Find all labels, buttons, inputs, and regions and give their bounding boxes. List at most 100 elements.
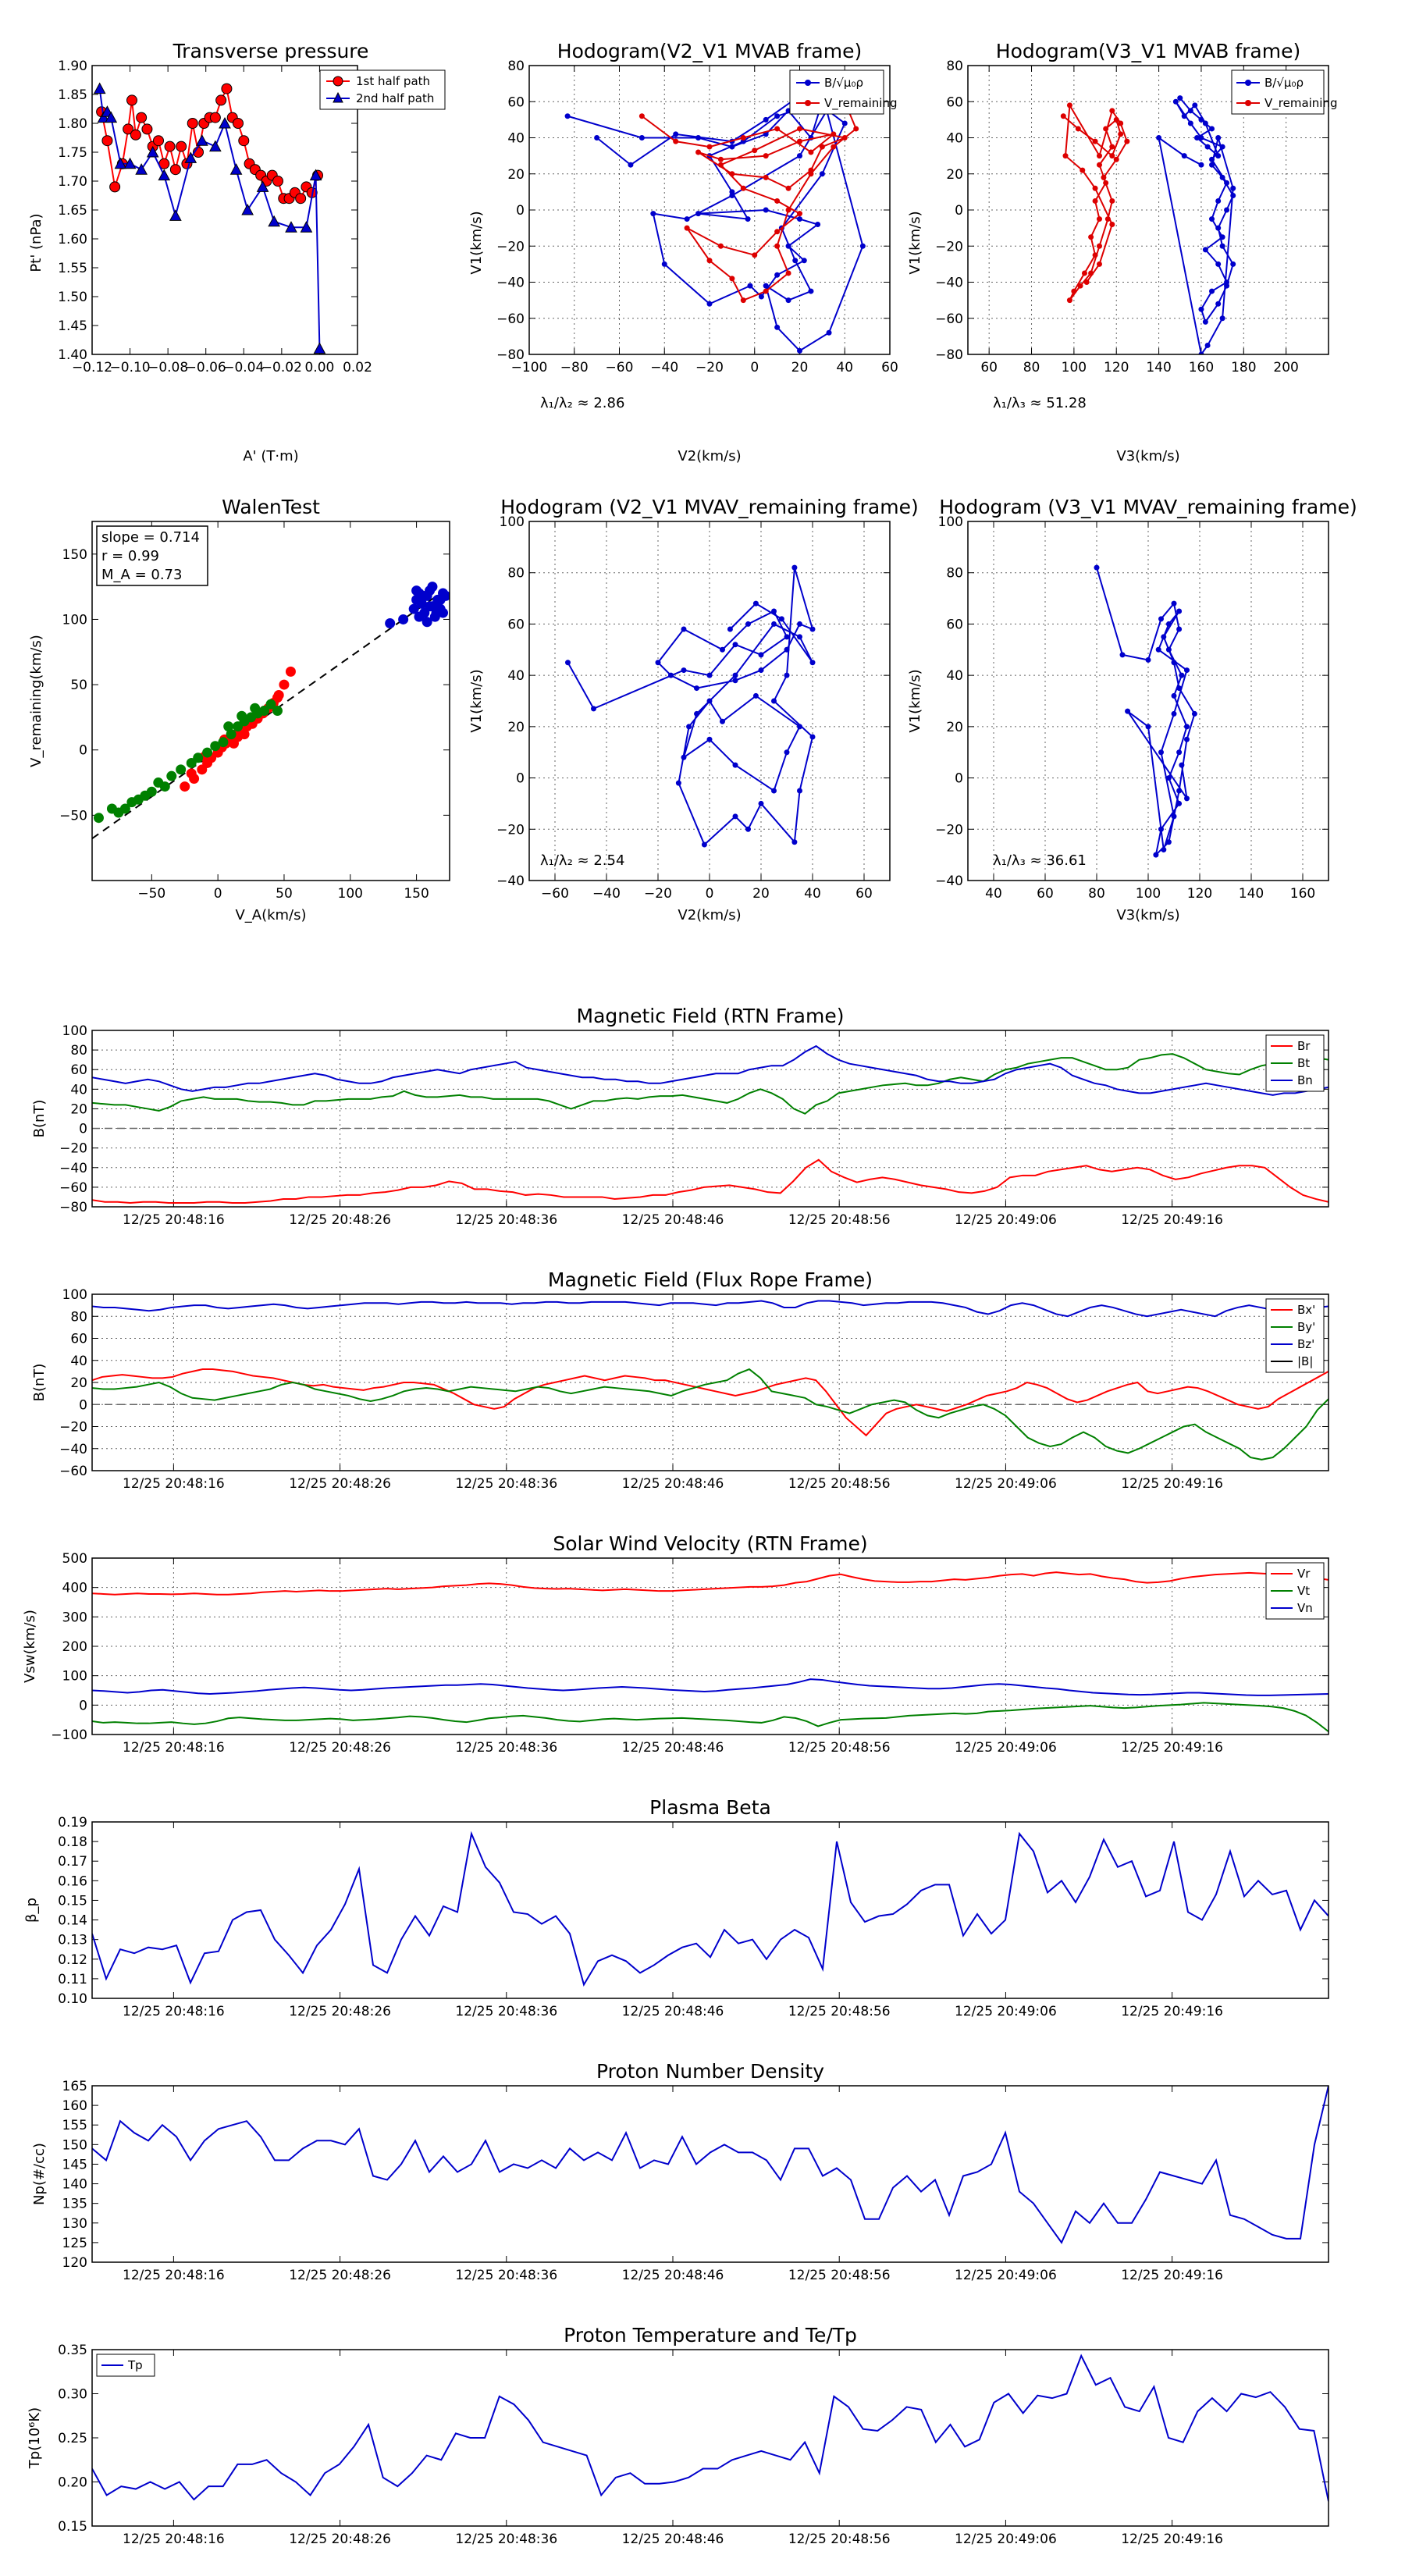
y-tick-label: 1.65: [58, 203, 87, 219]
data-point-blue: [385, 617, 396, 628]
y-axis-label: V1(km/s): [468, 211, 485, 274]
data-point-v: [758, 652, 764, 658]
y-tick-label: 40: [507, 131, 525, 147]
data-point-v-remaining: [763, 288, 769, 294]
y-tick-label: 20: [70, 1101, 87, 1117]
y-tick-label: 80: [946, 59, 963, 74]
data-point-v-remaining: [1077, 283, 1083, 289]
data-point-1st-half-path: [130, 129, 141, 141]
data-point-green: [193, 753, 204, 763]
legend-label-bz: Bz': [1297, 1337, 1314, 1351]
data-point-v-remaining: [1075, 126, 1081, 132]
y-tick-label: −40: [59, 1442, 87, 1457]
legend-label-vt: Vt: [1297, 1584, 1310, 1598]
y-tick-label: 60: [70, 1332, 87, 1347]
stats-correlation: r = 0.99: [101, 548, 159, 564]
x-tick-label: 12/25 20:48:56: [788, 1740, 891, 1756]
data-point-b-: [763, 116, 769, 123]
y-tick-label: 150: [62, 2137, 87, 2153]
data-point-b-: [1181, 113, 1187, 119]
y-tick-label: 1.90: [58, 59, 87, 74]
data-point-v-remaining: [717, 156, 724, 162]
panel-transverse-pressure: Transverse pressure A' (T·m) Pt' (nPa) −…: [28, 40, 446, 464]
legend: Br Bt Bn: [1265, 1034, 1325, 1092]
series-line-br: [92, 1158, 1329, 1204]
data-point-red: [197, 764, 208, 775]
x-tick-label: 0.02: [343, 360, 372, 375]
data-point-blue: [408, 603, 419, 614]
legend-label-v: V_remaining: [824, 96, 898, 111]
x-tick-label: −50: [137, 886, 165, 902]
data-point-b-: [1198, 306, 1204, 312]
data-point-b-: [1219, 243, 1225, 249]
data-point-b-: [1230, 193, 1236, 198]
data-point-v: [1176, 608, 1183, 614]
data-point-red: [285, 666, 296, 677]
y-tick-label: 500: [62, 1551, 87, 1567]
legend: Vr Vt Vn: [1265, 1562, 1325, 1620]
y-tick-label: −20: [496, 822, 525, 838]
x-tick-label: 12/25 20:48:26: [289, 2004, 391, 2019]
y-tick-label: 0.19: [58, 1815, 87, 1831]
series-line-bt: [92, 1053, 1329, 1115]
data-point-b-: [841, 120, 848, 126]
data-point-v: [797, 788, 802, 794]
data-point-b-: [808, 288, 814, 294]
x-axis-label: V2(km/s): [678, 448, 741, 464]
data-point-b-: [1156, 135, 1162, 141]
x-tick-label: −20: [695, 360, 724, 375]
data-point-v-remaining: [740, 297, 746, 304]
data-point-2nd-half-path: [241, 203, 254, 215]
x-tick-label: 12/25 20:48:16: [123, 2268, 225, 2283]
data-point-2nd-half-path: [158, 169, 171, 181]
legend-marker-v: [1245, 100, 1251, 106]
data-point-v-remaining: [695, 149, 702, 155]
panel-title: Solar Wind Velocity (RTN Frame): [553, 1532, 867, 1555]
y-tick-label: 0.14: [58, 1913, 87, 1929]
series-line-by-: [92, 1368, 1329, 1461]
data-point-b-: [1209, 156, 1215, 162]
series-line--p: [92, 1831, 1329, 1987]
data-point-b-: [1177, 95, 1183, 101]
data-point-v-remaining: [1103, 180, 1109, 186]
y-tick-label: 400: [62, 1581, 87, 1596]
data-point-2nd-half-path: [209, 140, 222, 152]
x-tick-label: 80: [1023, 360, 1040, 375]
data-point-v-remaining: [1092, 138, 1098, 144]
data-point-v: [797, 724, 802, 730]
data-point-green: [113, 807, 124, 818]
legend-label-1st-half: 1st half path: [356, 74, 430, 88]
data-point-b-: [792, 258, 799, 264]
x-tick-label: 12/25 20:48:46: [622, 2532, 724, 2547]
legend: B/√μ₀ρ V_remaining: [1231, 69, 1338, 115]
x-tick-label: 12/25 20:48:16: [123, 1212, 225, 1228]
series-line-tp: [92, 2354, 1329, 2502]
data-point-green: [210, 741, 221, 752]
data-point-b-: [763, 283, 769, 289]
data-point-v-remaining: [1103, 126, 1109, 132]
data-point-b-: [1209, 126, 1215, 132]
data-point-v: [1171, 692, 1177, 699]
x-tick-label: −40: [650, 360, 678, 375]
y-tick-label: −20: [935, 822, 963, 838]
data-point-b-: [1198, 351, 1204, 354]
y-tick-label: 40: [946, 668, 963, 684]
x-tick-label: −0.02: [261, 360, 302, 375]
data-point-b-: [1204, 144, 1211, 150]
data-point-v: [784, 634, 790, 640]
panel-title: Proton Number Density: [596, 2060, 824, 2083]
y-tick-label: 300: [62, 1610, 87, 1625]
data-point-v-remaining: [1109, 153, 1115, 159]
x-tick-label: 12/25 20:48:16: [123, 1740, 225, 1756]
x-tick-label: 40: [836, 360, 853, 375]
data-point-v-remaining: [729, 171, 735, 177]
data-point-v: [1171, 660, 1177, 666]
data-point-b-: [1219, 315, 1225, 322]
data-point-1st-half-path: [101, 135, 113, 147]
x-tick-label: 12/25 20:49:06: [955, 1476, 1057, 1492]
data-point-v-remaining: [831, 131, 837, 137]
x-tick-label: 12/25 20:49:06: [955, 2532, 1057, 2547]
y-axis-label: Tp(10⁶K): [27, 2407, 43, 2469]
x-tick-label: −20: [644, 886, 672, 902]
data-point-v-remaining: [1092, 252, 1098, 258]
